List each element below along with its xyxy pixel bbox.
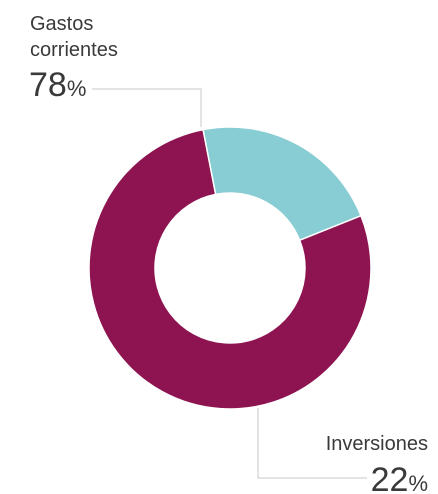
slice-label-line: corrientes <box>30 39 118 61</box>
leader-line-0 <box>92 88 202 127</box>
leader-line-1 <box>257 408 367 479</box>
slice-label-line: Gastos <box>30 13 93 35</box>
slice-label-line: Inversiones <box>326 433 428 455</box>
slice-value-label: 22% <box>371 461 428 494</box>
slice-value-unit: % <box>67 76 87 101</box>
donut-slice-1 <box>202 126 362 242</box>
slice-value-unit: % <box>408 471 428 494</box>
slice-value: 22 <box>371 461 409 494</box>
slice-label-gastos-corrientes: Gastos corrientes 78% <box>29 13 118 104</box>
leader-lines <box>92 88 367 479</box>
donut-slice-0 <box>88 128 372 410</box>
slice-value-label: 78% <box>29 66 86 104</box>
donut-slices <box>88 126 372 410</box>
slice-value: 78 <box>29 66 67 104</box>
slice-label-inversiones: Inversiones 22% <box>326 433 428 494</box>
